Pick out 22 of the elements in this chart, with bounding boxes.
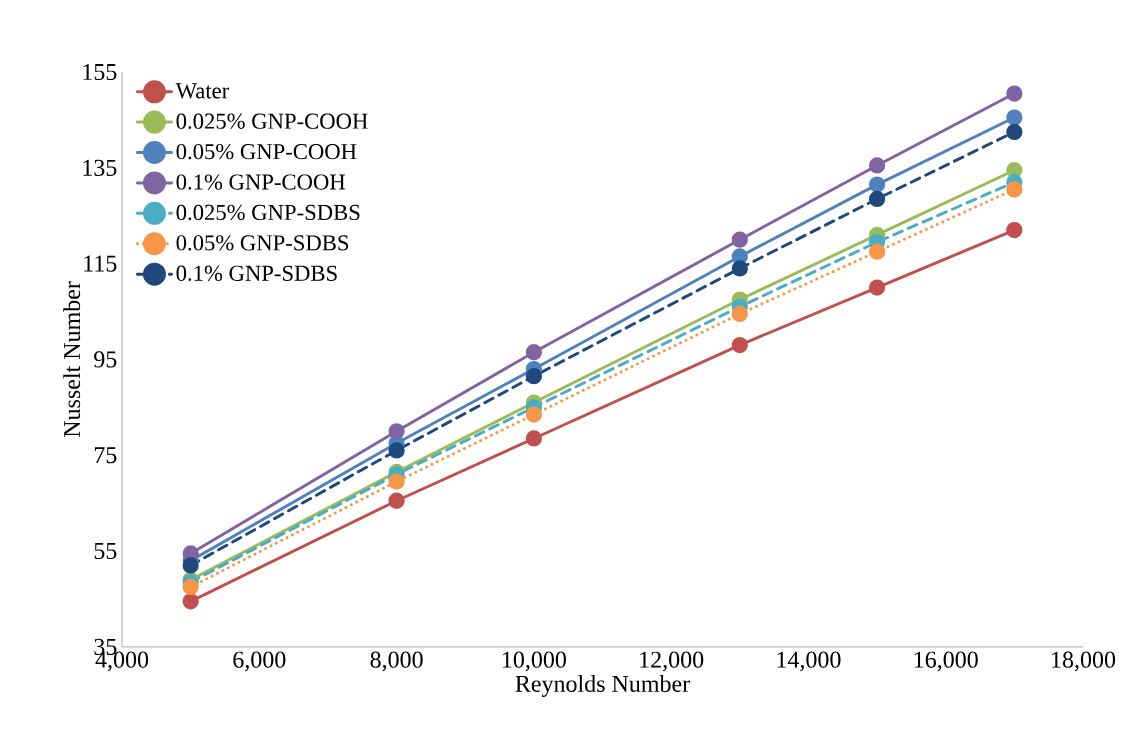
y-tick-label: 155 — [83, 64, 117, 81]
x-axis-title: Reynolds Number — [515, 675, 690, 698]
legend-label: 0.05% GNP-COOH — [176, 144, 357, 160]
x-tick-label: 8,000 — [370, 651, 423, 672]
x-tick-label: 18,000 — [1052, 651, 1116, 672]
y-axis-title: Nusselt Number — [63, 281, 81, 438]
legend-label: 0.025% GNP-COOH — [176, 113, 368, 130]
y-tick-label: 75 — [94, 447, 117, 464]
legend-label: 0.1% GNP-COOH — [176, 174, 346, 190]
x-tick-label: 16,000 — [914, 651, 978, 672]
x-tick-label: 12,000 — [640, 651, 704, 672]
legend-label: 0.025% GNP-SDBS — [176, 205, 360, 221]
y-tick-label: 55 — [94, 543, 117, 560]
y-tick-label: 95 — [94, 351, 117, 368]
x-tick-label: 10,000 — [502, 651, 566, 672]
legend-label: 0.05% GNP-SDBS — [176, 235, 349, 251]
y-tick-label: 135 — [83, 159, 117, 177]
y-tick-label: 115 — [84, 255, 117, 272]
legend-label: 0.1% GNP-SDBS — [176, 265, 337, 282]
legend-label: Water — [175, 83, 230, 99]
x-tick-label: 6,000 — [233, 651, 286, 672]
x-tick-label: 14,000 — [777, 651, 841, 672]
